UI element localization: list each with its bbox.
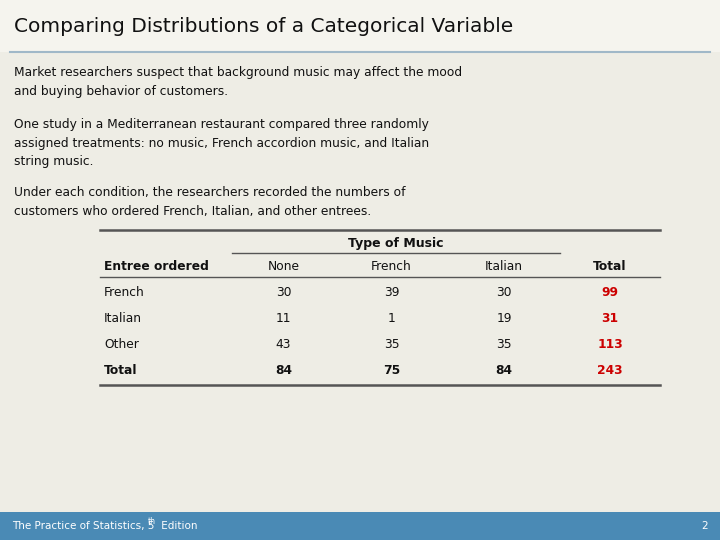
Text: 30: 30 — [276, 286, 292, 299]
Text: 99: 99 — [601, 286, 618, 299]
Text: Other: Other — [104, 338, 139, 350]
Text: Comparing Distributions of a Categorical Variable: Comparing Distributions of a Categorical… — [14, 17, 513, 36]
Text: 35: 35 — [384, 338, 400, 350]
Text: Italian: Italian — [104, 312, 142, 325]
Text: Market researchers suspect that background music may affect the mood
and buying : Market researchers suspect that backgrou… — [14, 66, 462, 98]
Text: 11: 11 — [276, 312, 292, 325]
FancyBboxPatch shape — [0, 0, 720, 52]
Text: 39: 39 — [384, 286, 400, 299]
Text: 31: 31 — [601, 312, 618, 325]
Text: 84: 84 — [495, 363, 513, 376]
Text: Italian: Italian — [485, 260, 523, 273]
Text: 113: 113 — [597, 338, 623, 350]
Text: 84: 84 — [275, 363, 292, 376]
Text: 19: 19 — [496, 312, 512, 325]
FancyBboxPatch shape — [0, 512, 720, 540]
Text: Total: Total — [593, 260, 626, 273]
Text: 75: 75 — [383, 363, 400, 376]
Text: The Practice of Statistics, 5: The Practice of Statistics, 5 — [12, 521, 154, 531]
Text: Type of Music: Type of Music — [348, 238, 444, 251]
Text: 243: 243 — [597, 363, 623, 376]
Text: 1: 1 — [387, 312, 395, 325]
Text: Total: Total — [104, 363, 138, 376]
Text: 43: 43 — [276, 338, 292, 350]
Text: One study in a Mediterranean restaurant compared three randomly
assigned treatme: One study in a Mediterranean restaurant … — [14, 118, 429, 168]
Text: th: th — [148, 517, 156, 526]
Text: French: French — [104, 286, 145, 299]
Text: French: French — [371, 260, 412, 273]
Text: 35: 35 — [496, 338, 512, 350]
Text: Edition: Edition — [158, 521, 197, 531]
Text: Entree ordered: Entree ordered — [104, 260, 209, 273]
Text: None: None — [268, 260, 300, 273]
Text: 2: 2 — [701, 521, 708, 531]
Text: 30: 30 — [496, 286, 512, 299]
Text: Under each condition, the researchers recorded the numbers of
customers who orde: Under each condition, the researchers re… — [14, 186, 405, 218]
